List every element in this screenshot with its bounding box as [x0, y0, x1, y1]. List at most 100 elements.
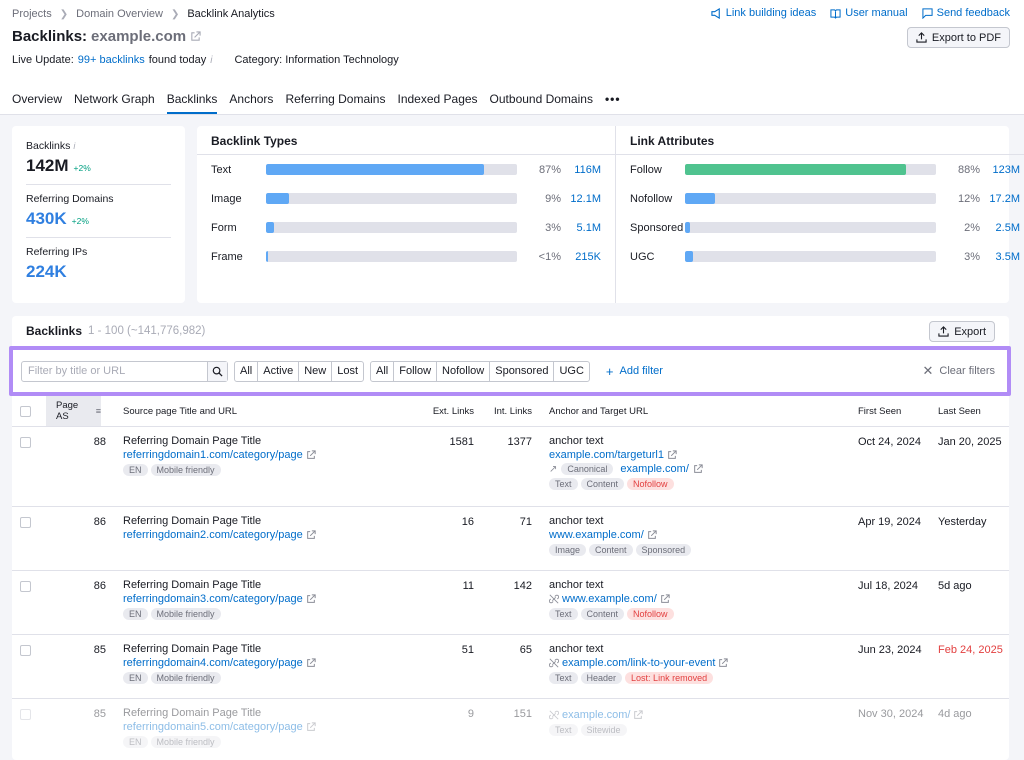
summary-metric-value[interactable]: 142M — [26, 156, 69, 175]
ext-links-value[interactable]: 16 — [461, 516, 474, 528]
tab-anchors[interactable]: Anchors — [229, 92, 274, 106]
backlink-type-count-link[interactable]: 116M — [574, 163, 601, 176]
live-update-link[interactable]: 99+ backlinks — [77, 54, 145, 66]
row-checkbox[interactable] — [20, 517, 31, 528]
source-url-text: referringdomain3.com/category/page — [123, 593, 303, 605]
status-filter-new[interactable]: New — [298, 361, 331, 381]
page-title-domain[interactable]: example.com — [91, 28, 187, 45]
source-url-link[interactable]: referringdomain4.com/category/page — [123, 657, 316, 669]
external-link-icon[interactable] — [306, 450, 316, 460]
backlink-type-bar — [266, 251, 517, 262]
tab-outbound-domains[interactable]: Outbound Domains — [489, 92, 593, 106]
type-filter-ugc[interactable]: UGC — [553, 361, 588, 381]
int-links-value[interactable]: 151 — [513, 708, 532, 720]
external-link-icon[interactable] — [660, 594, 670, 604]
send-feedback-link[interactable]: Send feedback — [922, 7, 1010, 19]
source-url-text: referringdomain2.com/category/page — [123, 529, 303, 541]
external-link-icon[interactable] — [190, 31, 201, 42]
backlink-type-count-link[interactable]: 5.1M — [576, 221, 601, 234]
target-url-link[interactable]: example.com/link-to-your-event — [549, 657, 729, 669]
ext-links-value[interactable]: 9 — [467, 708, 474, 720]
external-link-icon[interactable] — [693, 464, 703, 474]
external-link-icon[interactable] — [718, 658, 729, 668]
row-checkbox[interactable] — [20, 437, 31, 448]
external-link-icon[interactable] — [667, 450, 677, 460]
col-first-seen[interactable]: First Seen — [858, 406, 902, 417]
int-links-value[interactable]: 1377 — [507, 436, 532, 448]
canonical-url-link[interactable]: example.com/ — [620, 463, 689, 475]
status-filter-lost[interactable]: Lost — [331, 361, 363, 381]
type-filter-all[interactable]: All — [376, 365, 389, 377]
tab-backlinks[interactable]: Backlinks — [166, 92, 218, 114]
int-links-value[interactable]: 142 — [513, 580, 532, 592]
clear-filters-button[interactable]: ✕ Clear filters — [922, 363, 995, 379]
breadcrumb-domain-overview[interactable]: Domain Overview — [76, 8, 163, 20]
link-attribute-percent: 2% — [964, 221, 980, 234]
search-button[interactable] — [207, 361, 227, 381]
add-filter-button[interactable]: + Add filter — [606, 364, 663, 379]
backlink-type-count-link[interactable]: 215K — [575, 250, 601, 263]
type-filter-sponsored[interactable]: Sponsored — [489, 361, 553, 381]
anchor-chip: Lost: Link removed — [625, 672, 714, 684]
target-url-link[interactable]: example.com/targeturl1 — [549, 449, 703, 461]
ext-links-value[interactable]: 51 — [461, 644, 474, 656]
link-attribute-count-link[interactable]: 2.5M — [995, 221, 1020, 234]
summary-metric-value[interactable]: 224K — [26, 262, 67, 281]
export-button[interactable]: Export — [929, 321, 995, 342]
info-icon[interactable]: i — [73, 141, 76, 151]
external-link-icon[interactable] — [306, 722, 316, 732]
source-url-link[interactable]: referringdomain3.com/category/page — [123, 593, 316, 605]
int-links-value[interactable]: 71 — [519, 516, 532, 528]
link-attribute-row: Sponsored 2% 2.5M — [616, 213, 1024, 242]
table-row: 86 Referring Domain Page Title referringdo… — [12, 571, 1009, 635]
tab-overview[interactable]: Overview — [12, 92, 63, 106]
external-link-icon[interactable] — [306, 594, 316, 604]
row-checkbox[interactable] — [20, 709, 31, 720]
select-all-checkbox[interactable] — [20, 406, 31, 417]
source-url-text: referringdomain5.com/category/page — [123, 721, 303, 733]
link-building-ideas-link[interactable]: Link building ideas — [711, 7, 816, 19]
tab-more-icon[interactable]: ••• — [604, 92, 621, 106]
source-url-link[interactable]: referringdomain2.com/category/page — [123, 529, 316, 541]
summary-metric-value[interactable]: 430K — [26, 209, 67, 228]
info-icon[interactable]: i — [210, 54, 213, 66]
tab-indexed-pages[interactable]: Indexed Pages — [397, 92, 478, 106]
int-links-value[interactable]: 65 — [519, 644, 532, 656]
source-url-link[interactable]: referringdomain5.com/category/page — [123, 721, 316, 733]
link-attribute-count-link[interactable]: 17.2M — [989, 192, 1020, 205]
tab-referring-domains[interactable]: Referring Domains — [285, 92, 386, 106]
status-filter-active[interactable]: Active — [257, 361, 298, 381]
link-attribute-count-link[interactable]: 123M — [992, 163, 1020, 176]
type-filter-nofollow[interactable]: Nofollow — [436, 361, 489, 381]
col-ext-links[interactable]: Ext. Links — [432, 406, 474, 417]
type-filter-follow[interactable]: Follow — [393, 361, 436, 381]
target-url-link[interactable]: www.example.com/ — [549, 529, 694, 541]
ext-links-value[interactable]: 11 — [462, 580, 474, 592]
backlink-type-count-link[interactable]: 12.1M — [570, 192, 601, 205]
external-link-icon[interactable] — [633, 710, 644, 720]
user-manual-link[interactable]: User manual — [830, 7, 908, 19]
external-link-icon[interactable] — [647, 530, 657, 540]
backlink-type-row: Frame <1% 215K — [197, 242, 615, 271]
ext-links-value[interactable]: 1581 — [449, 436, 474, 448]
target-url-link[interactable]: www.example.com/ — [549, 593, 677, 605]
export-pdf-button[interactable]: Export to PDF — [906, 27, 1010, 48]
row-checkbox[interactable] — [20, 581, 31, 592]
status-filter-all[interactable]: All — [240, 365, 253, 377]
col-int-links[interactable]: Int. Links — [493, 406, 532, 417]
backlink-type-percent: <1% — [538, 250, 561, 263]
link-attribute-count-link[interactable]: 3.5M — [995, 250, 1020, 263]
source-url-link[interactable]: referringdomain1.com/category/page — [123, 449, 316, 461]
col-page-as[interactable]: Page AS ≡ — [46, 396, 101, 426]
filter-search-input[interactable] — [22, 365, 207, 377]
external-link-icon[interactable] — [306, 658, 316, 668]
row-checkbox[interactable] — [20, 645, 31, 656]
external-link-icon[interactable] — [306, 530, 316, 540]
target-url-link[interactable]: example.com/ — [549, 709, 644, 721]
anchor-chip: Image — [549, 544, 587, 556]
breadcrumb-projects[interactable]: Projects — [12, 8, 52, 20]
anchor-chips: Text Sitewide — [549, 724, 643, 736]
col-last-seen[interactable]: Last Seen — [938, 406, 981, 417]
tab-network-graph[interactable]: Network Graph — [74, 92, 155, 106]
link-attribute-label: UGC — [630, 250, 655, 263]
